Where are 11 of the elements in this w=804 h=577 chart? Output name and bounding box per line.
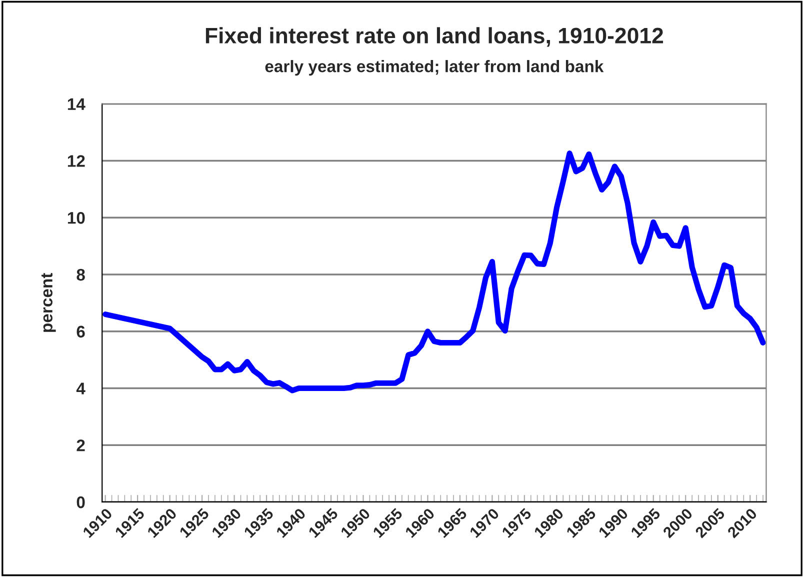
y-tick-label: 12: [68, 155, 85, 167]
y-tick-label: 10: [68, 212, 85, 224]
chart-subtitle: early years estimated; later from land bank: [265, 60, 604, 76]
y-axis-title: percent: [41, 273, 56, 332]
y-tick-label: 14: [68, 98, 86, 110]
chart-title: Fixed interest rate on land loans, 1910-2012: [206, 27, 664, 47]
y-tick-label: 6: [76, 326, 85, 338]
y-tick-label: 8: [76, 268, 85, 281]
y-tick-label: 2: [76, 440, 85, 452]
y-tick-label: 0: [76, 496, 85, 508]
y-tick-label: 4: [76, 382, 86, 394]
